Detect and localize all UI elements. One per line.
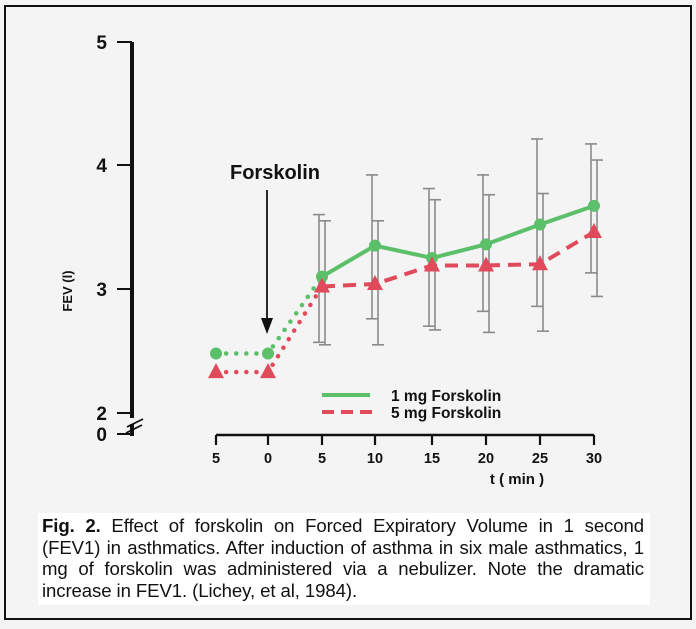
axis-break-mark [125,424,143,434]
figure-caption: Fig. 2. Effect of forskolin on Forced Ex… [38,513,650,605]
y-tick-label: 0 [96,425,107,446]
caption-label: Fig. 2. [42,515,101,536]
legend: 1 mg Forskolin 5 mg Forskolin [322,388,501,422]
y-axis: 5 4 3 20 [96,33,144,446]
triangle-marker-icon [586,222,602,238]
y-tick-label: 4 [96,156,107,177]
x-tick-label: 15 [424,451,440,467]
circle-marker-icon [316,270,328,283]
triangle-marker-icon [367,275,383,291]
x-tick-label: 25 [532,451,548,467]
axis-break-mark [126,418,144,428]
circle-marker-icon [369,239,381,252]
forskolin-label: Forskolin [230,162,320,184]
y-axis-label: FEV (l) [60,270,75,311]
x-axis: 5 0 5 10 15 20 25 30 [212,433,602,467]
legend-label-5mg: 5 mg Forskolin [391,405,501,422]
y-tick-label: 5 [96,33,107,54]
arrow-down-icon [261,318,273,334]
x-axis-label: t ( min ) [490,471,544,488]
x-tick-label: 20 [478,451,494,467]
x-tick-label: 10 [367,451,383,467]
triangle-marker-icon [260,363,276,379]
forskolin-annotation: Forskolin [230,162,320,334]
circle-marker-icon [588,199,600,212]
triangle-marker-icon [208,363,224,379]
circle-marker-icon [480,238,492,251]
circle-marker-icon [534,218,546,231]
triangle-marker-icon [314,277,330,293]
y-tick-label: 2 [96,404,107,425]
x-tick-label: 5 [318,451,326,467]
x-tick-label: 0 [264,451,272,467]
error-bars [313,138,603,346]
line-1mg [320,204,595,279]
y-tick-label: 3 [96,280,107,301]
triangle-marker-icon [424,256,440,272]
legend-label-1mg: 1 mg Forskolin [391,388,501,405]
circle-marker-icon [262,347,274,360]
line-5mg [321,230,596,289]
x-tick-label: 5 [212,451,220,467]
circle-marker-icon [210,347,222,360]
triangle-marker-icon [478,256,494,272]
caption-text: Effect of forskolin on Forced Expiratory… [42,515,644,601]
triangle-marker-icon [532,255,548,271]
data-series [208,199,602,379]
x-tick-label: 30 [586,451,602,467]
